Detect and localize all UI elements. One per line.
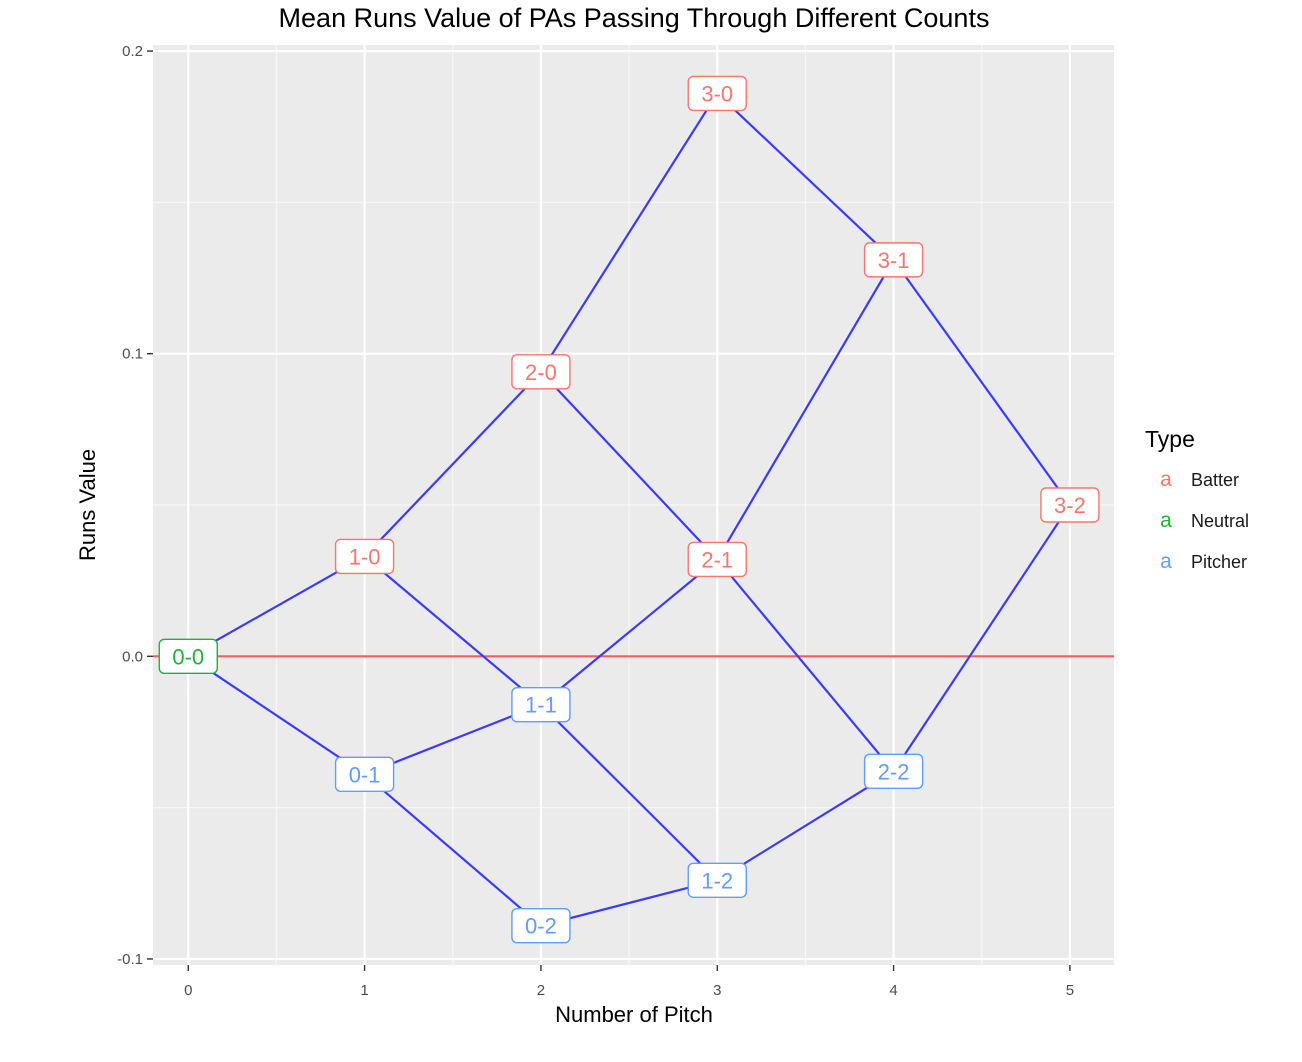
edge-1-0-to-2-0 <box>363 371 542 558</box>
chart-title: Mean Runs Value of PAs Passing Through D… <box>279 3 990 33</box>
count-label-box <box>1040 487 1100 523</box>
x-axis-title: Number of Pitch <box>555 1002 713 1027</box>
y-axis: -0.1 0.0 0.1 0.2 <box>117 43 153 968</box>
count-label-box <box>158 638 218 675</box>
count-label-text: 1-0 <box>349 544 381 569</box>
x-axis: 0 1 2 3 4 5 <box>184 965 1074 999</box>
count-label-3-1: 3-1 <box>863 242 924 278</box>
count-label-1-0: 1-0 <box>334 538 395 575</box>
count-label-text: 1-1 <box>525 693 557 718</box>
edge-1-0-to-1-1 <box>363 555 542 706</box>
x-tick-label: 1 <box>360 982 368 999</box>
count-label-box <box>511 354 571 390</box>
edge-1-2-to-2-2 <box>716 770 895 882</box>
count-label-0-0: 0-0 <box>158 638 218 675</box>
count-label-text: 1-2 <box>701 868 733 893</box>
count-label-2-1: 2-1 <box>687 541 747 578</box>
edge-0-0-to-1-0 <box>187 555 366 658</box>
count-label-text: 2-1 <box>701 547 733 572</box>
legend-key-glyph: a <box>1160 550 1172 573</box>
edge-2-1-to-2-2 <box>716 558 895 773</box>
count-label-2-2: 2-2 <box>863 753 924 790</box>
count-label-3-0: 3-0 <box>687 75 747 112</box>
edge-2-0-to-3-0 <box>539 92 719 373</box>
y-tick-label: 0.2 <box>122 43 143 60</box>
count-label-box <box>334 756 395 793</box>
count-label-text: 0-2 <box>525 914 557 939</box>
count-label-text: 2-2 <box>878 759 910 784</box>
y-tick-label: -0.1 <box>117 951 143 968</box>
y-tick-label: 0.1 <box>122 346 143 363</box>
y-axis-title: Runs Value <box>75 449 100 561</box>
count-label-text: 3-1 <box>878 248 910 273</box>
x-tick-label: 2 <box>537 982 545 999</box>
legend-item-neutral: a Neutral <box>1160 509 1249 532</box>
x-tick-label: 4 <box>889 982 897 999</box>
edge-1-1-to-2-1 <box>540 558 718 706</box>
count-label-0-2: 0-2 <box>511 907 571 944</box>
legend-key-glyph: a <box>1160 509 1172 532</box>
count-label-1-2: 1-2 <box>687 862 747 898</box>
x-tick-label: 5 <box>1066 982 1074 999</box>
edge-0-1-to-0-2 <box>363 773 542 927</box>
edge-3-0-to-3-1 <box>716 92 895 261</box>
count-label-1-1: 1-1 <box>511 687 571 723</box>
legend-label: Neutral <box>1191 511 1249 531</box>
legend-title: Type <box>1145 426 1195 452</box>
count-label-text: 3-0 <box>701 81 733 106</box>
count-label-box <box>511 687 571 723</box>
edge-2-2-to-3-2 <box>892 504 1071 772</box>
count-label-box <box>687 541 747 578</box>
count-label-0-1: 0-1 <box>334 756 395 793</box>
edge-2-1-to-3-1 <box>716 259 895 561</box>
legend-label: Pitcher <box>1191 552 1247 572</box>
count-label-box <box>687 862 747 898</box>
count-label-box <box>863 242 924 278</box>
legend-item-pitcher: a Pitcher <box>1160 550 1247 573</box>
legend-key-glyph: a <box>1160 468 1172 491</box>
edge-2-0-to-2-1 <box>540 371 719 561</box>
count-label-box <box>511 907 571 944</box>
count-label-box <box>334 538 395 575</box>
y-tick-label: 0.0 <box>122 648 143 665</box>
count-label-text: 0-0 <box>172 644 204 669</box>
x-tick-label: 0 <box>184 982 192 999</box>
grid-minor <box>153 45 1114 965</box>
edge-1-1-to-1-2 <box>540 703 719 882</box>
count-label-text: 0-1 <box>349 762 381 787</box>
legend-label: Batter <box>1191 470 1239 490</box>
count-label-text: 2-0 <box>525 360 557 385</box>
count-labels: 0-0 1-0 0-1 2-0 1-1 0-2 3-0 2-1 1-2 3-1 2-2 3-2 <box>158 75 1100 944</box>
count-label-box <box>863 753 924 790</box>
legend-item-batter: a Batter <box>1160 468 1239 491</box>
edge-3-1-to-3-2 <box>892 259 1071 506</box>
edge-0-0-to-0-1 <box>187 655 366 776</box>
x-tick-label: 3 <box>713 982 721 999</box>
count-label-text: 3-2 <box>1054 493 1086 518</box>
count-label-2-0: 2-0 <box>511 354 571 390</box>
count-label-box <box>687 75 747 112</box>
count-label-3-2: 3-2 <box>1040 487 1100 523</box>
